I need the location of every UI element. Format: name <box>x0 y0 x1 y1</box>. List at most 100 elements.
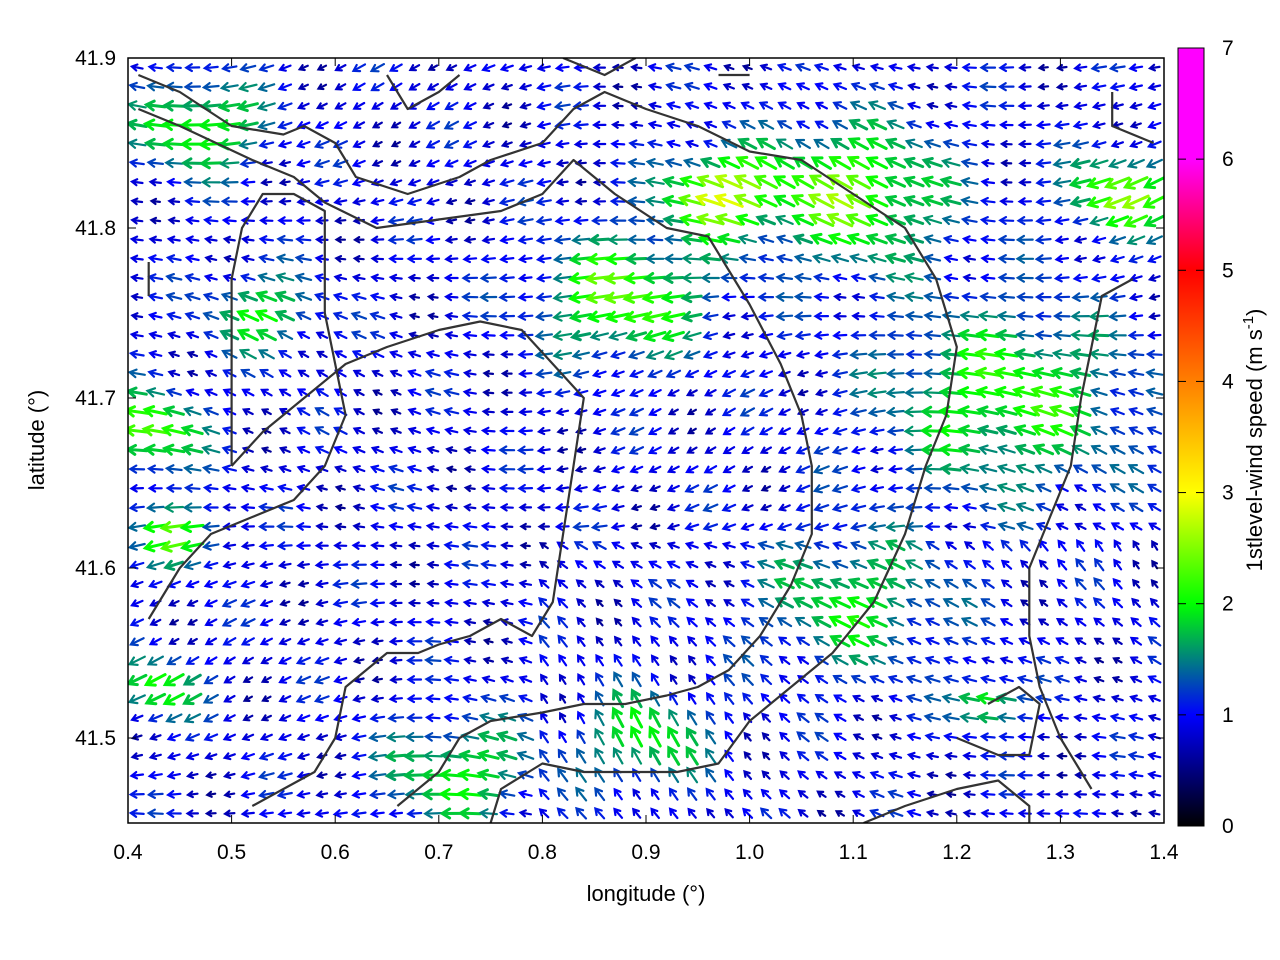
wind-vector <box>1074 752 1087 760</box>
wind-vector <box>962 254 976 263</box>
wind-vector <box>554 216 570 226</box>
wind-vector <box>438 768 464 782</box>
wind-vector <box>886 119 905 130</box>
wind-vector <box>426 599 440 608</box>
wind-vector <box>185 790 199 799</box>
wind-vector <box>591 503 608 512</box>
wind-vector <box>552 273 572 284</box>
wind-vector <box>481 503 496 512</box>
wind-vector <box>255 290 278 303</box>
wind-vector <box>681 253 702 264</box>
wind-vector <box>833 713 847 722</box>
wind-vector <box>903 406 924 418</box>
wind-vector <box>1015 502 1035 512</box>
wind-vector <box>1057 539 1067 552</box>
wind-vector <box>313 694 330 704</box>
wind-vector <box>960 177 979 187</box>
wind-vector <box>276 521 294 532</box>
wind-vector <box>479 292 498 302</box>
wind-vector <box>961 578 977 589</box>
wind-vector <box>813 138 830 150</box>
wind-vector <box>128 368 146 379</box>
wind-vector <box>757 273 775 283</box>
wind-vector <box>129 771 145 780</box>
wind-vector <box>885 521 906 532</box>
wind-vector <box>461 273 479 283</box>
wind-vector <box>774 214 794 225</box>
colorbar-tick-label: 7 <box>1222 37 1234 60</box>
wind-vector <box>1073 63 1088 72</box>
wind-vector <box>680 291 703 304</box>
wind-vector <box>297 83 309 91</box>
wind-vector <box>1109 770 1126 780</box>
wind-vector <box>538 560 549 569</box>
wind-vector <box>974 366 1001 380</box>
wind-vector <box>535 197 552 207</box>
y-tick-label: 41.8 <box>75 217 116 240</box>
wind-vector <box>129 63 144 72</box>
wind-vector <box>741 672 754 686</box>
wind-vector <box>1069 348 1091 360</box>
wind-vector <box>1073 732 1087 741</box>
wind-vector <box>594 579 605 589</box>
wind-vector <box>926 102 939 110</box>
wind-vector <box>406 617 422 627</box>
wind-vector <box>406 675 423 684</box>
wind-vector <box>444 101 459 111</box>
wind-vector <box>179 540 205 553</box>
wind-vector <box>904 311 923 321</box>
wind-vector <box>772 175 796 189</box>
wind-vector <box>553 235 571 245</box>
wind-vector <box>372 389 383 397</box>
wind-vector <box>129 178 144 187</box>
wind-vector <box>923 253 942 264</box>
wind-vector <box>741 465 754 473</box>
wind-vector <box>257 770 275 781</box>
wind-vector <box>832 331 848 340</box>
wind-vector <box>128 100 147 111</box>
wind-vector <box>427 312 439 320</box>
x-tick-label: 1.3 <box>1046 841 1075 864</box>
wind-vector <box>352 121 366 129</box>
wind-vector <box>735 155 760 170</box>
wind-vector <box>148 178 162 187</box>
wind-vector <box>923 483 942 494</box>
wind-vector <box>518 503 533 512</box>
wind-vector <box>980 178 996 187</box>
wind-vector <box>1145 368 1164 379</box>
wind-vector <box>960 196 979 207</box>
wind-vector <box>278 63 292 72</box>
terrain-contour <box>137 107 813 807</box>
wind-vector <box>1129 636 1143 646</box>
wind-vector <box>974 347 1001 361</box>
wind-vector <box>647 101 662 110</box>
wind-vector <box>350 330 367 340</box>
wind-vector <box>867 272 886 283</box>
wind-vector <box>630 503 642 512</box>
wind-vector <box>604 252 631 266</box>
wind-vector <box>1051 443 1073 456</box>
wind-vector <box>631 635 642 647</box>
terrain-contour-layer <box>137 58 1155 823</box>
wind-vector <box>187 618 198 626</box>
wind-vector <box>870 694 884 703</box>
wind-vector <box>740 598 755 608</box>
wind-vector <box>668 766 680 784</box>
wind-vector <box>556 578 569 589</box>
wind-vector <box>961 120 977 130</box>
wind-vector <box>981 656 995 665</box>
wind-vector <box>1070 329 1091 341</box>
wind-vector <box>975 328 1000 342</box>
wind-vector <box>165 387 182 397</box>
wind-vector <box>332 694 348 704</box>
wind-vector <box>778 389 791 397</box>
wind-vector <box>661 330 685 342</box>
wind-vector <box>257 502 275 512</box>
wind-vector <box>425 617 441 627</box>
wind-vector <box>925 63 939 72</box>
wind-vector <box>705 728 717 745</box>
wind-vector <box>1151 539 1159 551</box>
wind-vector <box>684 503 700 513</box>
wind-vector <box>553 101 571 111</box>
wind-vector <box>942 235 959 244</box>
